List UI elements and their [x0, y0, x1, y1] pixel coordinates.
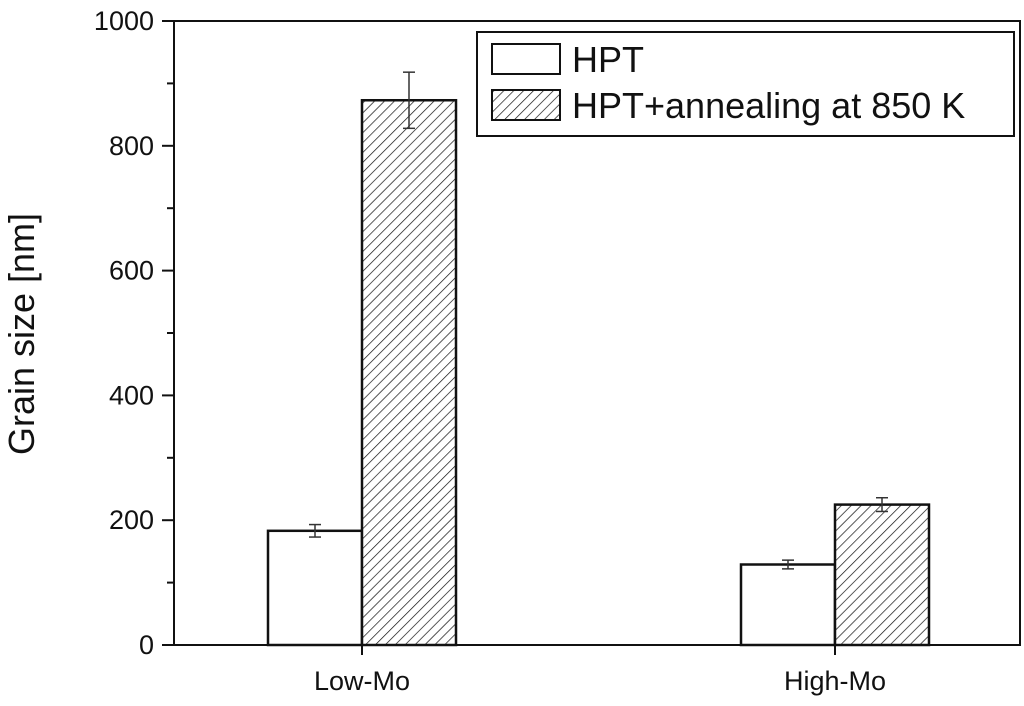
legend-label: HPT: [572, 39, 644, 80]
y-tick-label: 1000: [94, 6, 154, 36]
error-bar: [403, 71, 415, 130]
legend-frame: [476, 31, 1015, 137]
x-axis-categories: Low-Mo High-Mo: [314, 645, 886, 696]
y-tick-label: 200: [109, 505, 154, 535]
bar-hpt-annealing-high-mo: [833, 503, 931, 647]
y-axis-title: Grain size [nm]: [1, 213, 42, 455]
legend-swatch: [491, 89, 561, 121]
y-tick-label: 400: [109, 380, 154, 410]
x-category-label: High-Mo: [784, 666, 886, 696]
legend: HPT HPT+annealing at 850 K: [476, 31, 1015, 137]
error-bar: [782, 559, 794, 570]
y-tick-label: 800: [109, 131, 154, 161]
error-bar: [309, 523, 321, 538]
legend-label: HPT+annealing at 850 K: [572, 85, 965, 126]
bars-layer: [266, 71, 931, 647]
bar-hpt-high-mo: [739, 563, 837, 647]
x-category-label: Low-Mo: [314, 666, 410, 696]
bar-hpt-low-mo: [266, 529, 364, 647]
bar-hpt-annealing-low-mo: [360, 98, 458, 647]
y-tick-label: 600: [109, 256, 154, 286]
y-tick-label: 0: [139, 630, 154, 660]
legend-swatch: [491, 43, 561, 75]
y-axis-ticks: 0 200 400 600 800 1000: [94, 6, 174, 660]
error-bar: [876, 496, 888, 513]
